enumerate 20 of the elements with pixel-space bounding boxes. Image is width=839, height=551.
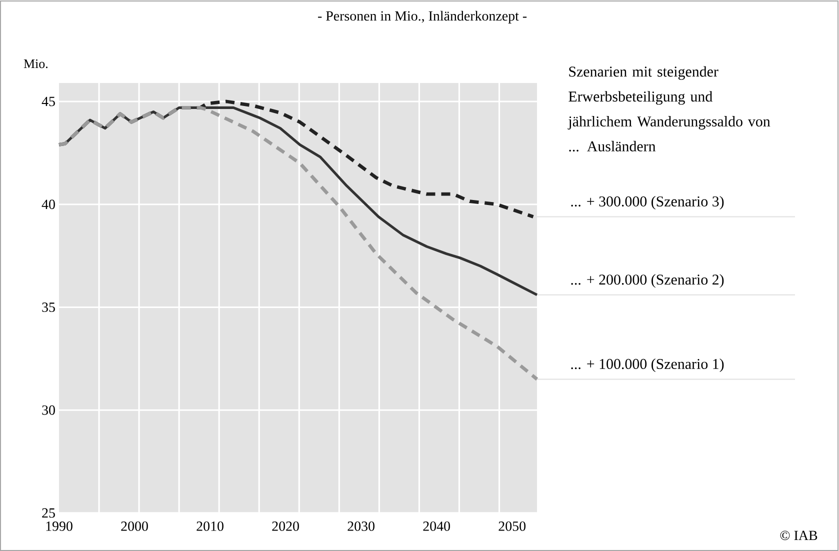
- x-tick-label: 2030: [348, 522, 374, 531]
- y-axis-title: Mio.: [24, 59, 48, 68]
- x-tick-label: 2040: [423, 522, 450, 531]
- text: Szenarien mit steigender Erwerbsbeteiligung und jährlichem Wanderungssaldo von ... Ausländern: [568, 66, 770, 152]
- text: ... + 300.000 (Szenario 3): [571, 196, 724, 210]
- text: © IAB: [780, 530, 818, 540]
- chart-title: - Personen in Mio., Inländerkonzept -: [318, 10, 527, 24]
- y-tick-label: 45: [42, 96, 55, 106]
- y-tick-label: 25: [42, 508, 55, 518]
- x-tick-label: 2020: [272, 522, 299, 531]
- x-tick-label: 1990: [46, 522, 72, 531]
- y-tick-label: 40: [42, 200, 55, 210]
- text: ... + 200.000 (Szenario 2): [571, 274, 724, 288]
- x-tick-label: 2050: [498, 522, 526, 531]
- text: ... + 100.000 (Szenario 1): [571, 358, 724, 372]
- y-tick-label: 35: [42, 302, 55, 312]
- x-tick-label: 2000: [121, 522, 148, 531]
- y-tick-label: 30: [42, 405, 55, 415]
- line-series: [57, 106, 539, 381]
- x-tick-label: 2010: [196, 522, 224, 531]
